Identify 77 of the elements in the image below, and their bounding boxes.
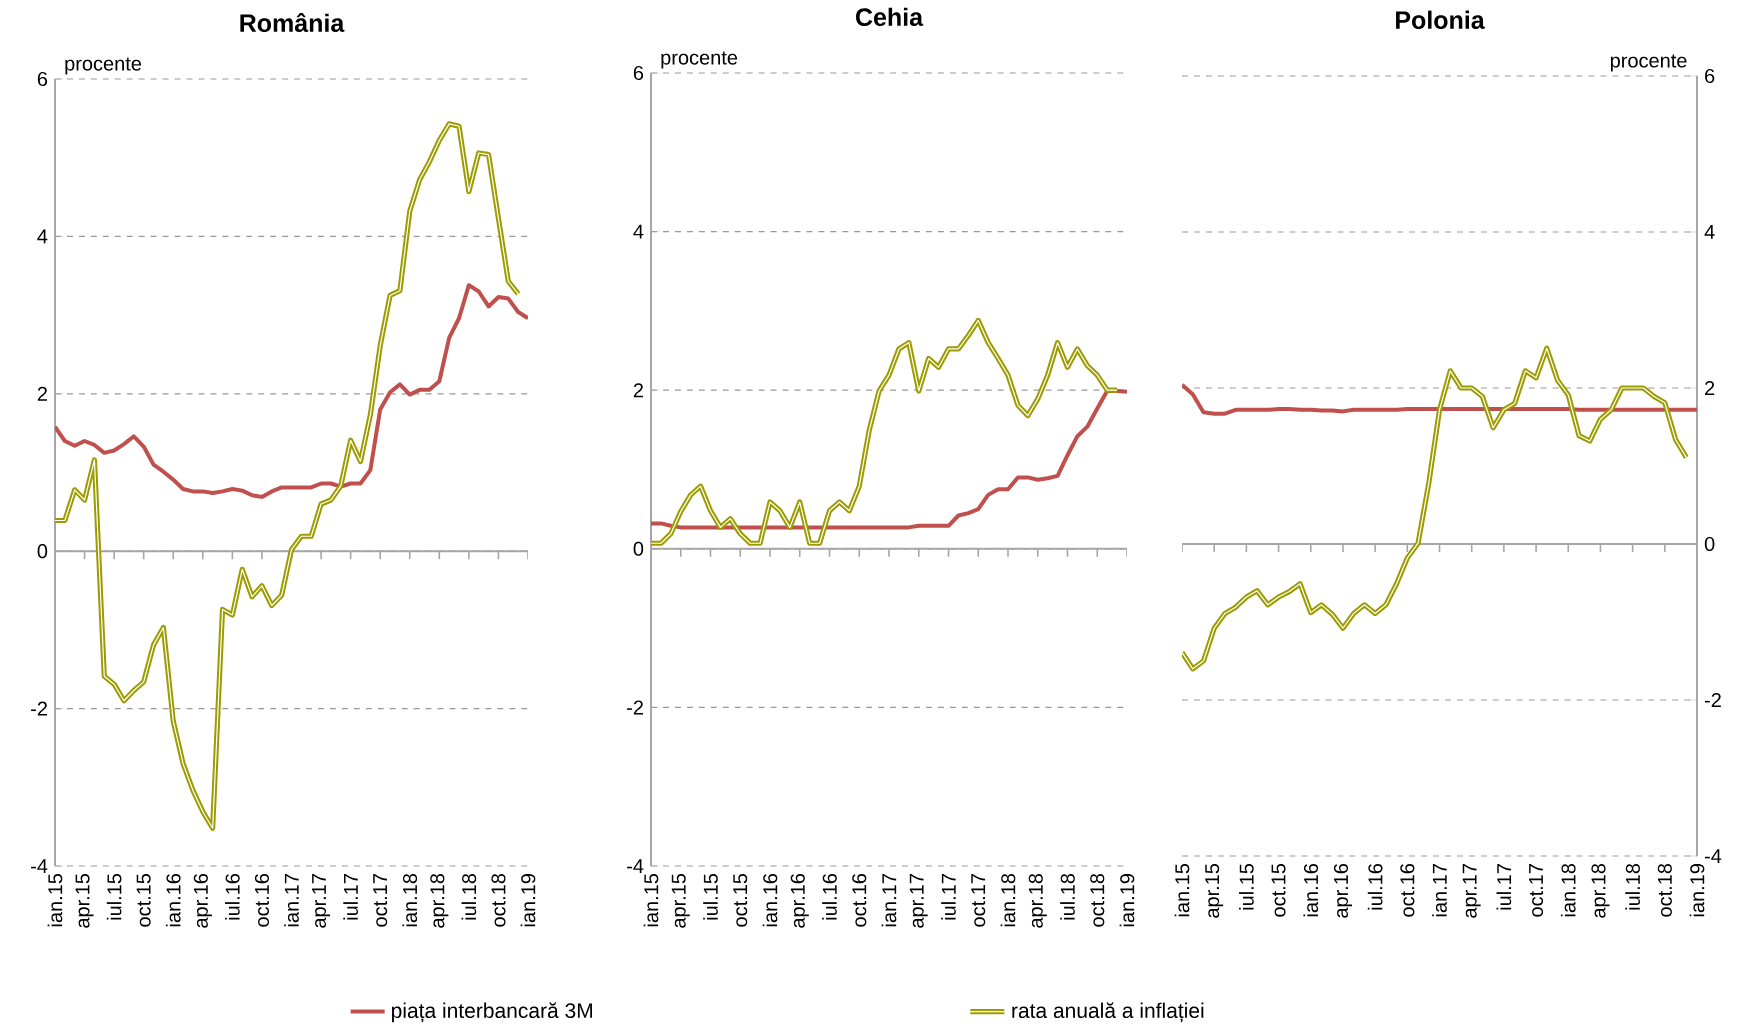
x-tick-label: ian.15 (1174, 863, 1190, 917)
x-tick-label: oct.15 (136, 873, 151, 927)
x-tick-label: ian.19 (520, 873, 536, 927)
legend-label: piața interbancară 3M (391, 1002, 592, 1023)
x-tick-label: apr.18 (1591, 863, 1610, 918)
y-tick-label: -2 (31, 701, 47, 716)
y-tick-label: 6 (37, 71, 48, 87)
x-tick-label: apr.15 (671, 873, 690, 928)
x-tick-label: oct.16 (254, 873, 270, 927)
x-tick-label: oct.15 (733, 873, 748, 927)
x-tick-label: iul.17 (343, 874, 358, 920)
y-axis-title: procente (1610, 54, 1687, 72)
y-tick-label: -4 (31, 859, 48, 873)
x-tick-label: iul.15 (703, 873, 718, 920)
x-tick-label: apr.15 (75, 873, 94, 928)
x-tick-label: iul.15 (1239, 863, 1254, 910)
x-tick-label: oct.16 (852, 873, 867, 927)
x-tick-label: apr.17 (909, 874, 928, 928)
x-tick-label: ian.15 (47, 873, 63, 927)
y-tick-label: -2 (1704, 693, 1721, 707)
x-tick-label: oct.18 (1657, 863, 1672, 917)
x-tick-label: ian.17 (881, 874, 897, 927)
y-tick-label: 0 (633, 541, 644, 556)
x-tick-label: apr.16 (790, 873, 809, 928)
x-tick-label: ian.15 (643, 873, 659, 927)
x-tick-label: apr.16 (193, 873, 212, 928)
x-tick-label: oct.18 (1090, 873, 1105, 927)
x-tick-label: ian.17 (284, 874, 299, 927)
x-tick-label: iul.16 (822, 873, 837, 920)
x-tick-label: iul.17 (1496, 864, 1512, 910)
y-tick-label: 2 (37, 386, 47, 401)
x-tick-label: apr.17 (312, 874, 331, 928)
x-tick-label: apr.17 (1462, 864, 1481, 918)
y-tick-label: 2 (1705, 381, 1715, 395)
x-tick-label: ian.18 (1000, 873, 1016, 927)
x-tick-label: iul.18 (1060, 873, 1075, 920)
y-tick-label: 6 (1705, 68, 1715, 84)
x-tick-label: apr.18 (430, 873, 449, 928)
x-tick-label: oct.16 (1400, 863, 1415, 917)
x-tick-label: ian.19 (1689, 863, 1705, 917)
y-tick-label: -4 (1704, 849, 1722, 863)
y-tick-label: 4 (1704, 225, 1715, 239)
x-tick-label: iul.18 (1625, 863, 1640, 910)
y-tick-label: 4 (633, 224, 644, 239)
x-tick-label: oct.18 (491, 873, 506, 927)
y-tick-label: 0 (37, 544, 48, 559)
x-tick-label: iul.16 (225, 873, 240, 920)
x-tick-label: apr.18 (1028, 873, 1047, 928)
y-axis-title: procente (661, 51, 738, 69)
y-tick-label: -4 (627, 859, 644, 873)
chart-title: Cehia (856, 7, 924, 27)
y-tick-label: 6 (633, 65, 644, 81)
x-tick-label: ian.17 (1432, 864, 1447, 917)
x-tick-label: oct.17 (373, 874, 388, 927)
x-tick-label: ian.16 (165, 873, 181, 927)
x-tick-label: iul.18 (461, 873, 477, 920)
chart-title: Polonia (1396, 10, 1485, 29)
y-axis-title: procente (65, 57, 142, 75)
x-tick-label: ian.16 (762, 873, 778, 927)
x-tick-label: ian.18 (402, 873, 418, 927)
x-tick-label: ian.19 (1119, 873, 1135, 927)
x-tick-label: oct.17 (971, 874, 986, 927)
y-tick-label: 0 (1704, 536, 1715, 552)
chart-title: România (240, 13, 345, 32)
x-tick-label: ian.18 (1560, 863, 1576, 917)
x-tick-label: ian.16 (1303, 863, 1319, 917)
y-tick-label: -2 (627, 700, 643, 715)
x-tick-label: oct.15 (1271, 863, 1286, 917)
x-tick-label: oct.17 (1529, 864, 1544, 917)
legend-label: rata anuală a inflației (1012, 1002, 1204, 1023)
x-tick-label: iul.15 (106, 873, 122, 920)
x-tick-label: iul.17 (941, 874, 956, 920)
x-tick-label: iul.16 (1367, 863, 1383, 910)
y-tick-label: 4 (37, 229, 48, 244)
y-tick-label: 2 (633, 383, 643, 398)
x-tick-label: apr.15 (1205, 863, 1224, 918)
x-tick-label: apr.16 (1333, 863, 1353, 918)
